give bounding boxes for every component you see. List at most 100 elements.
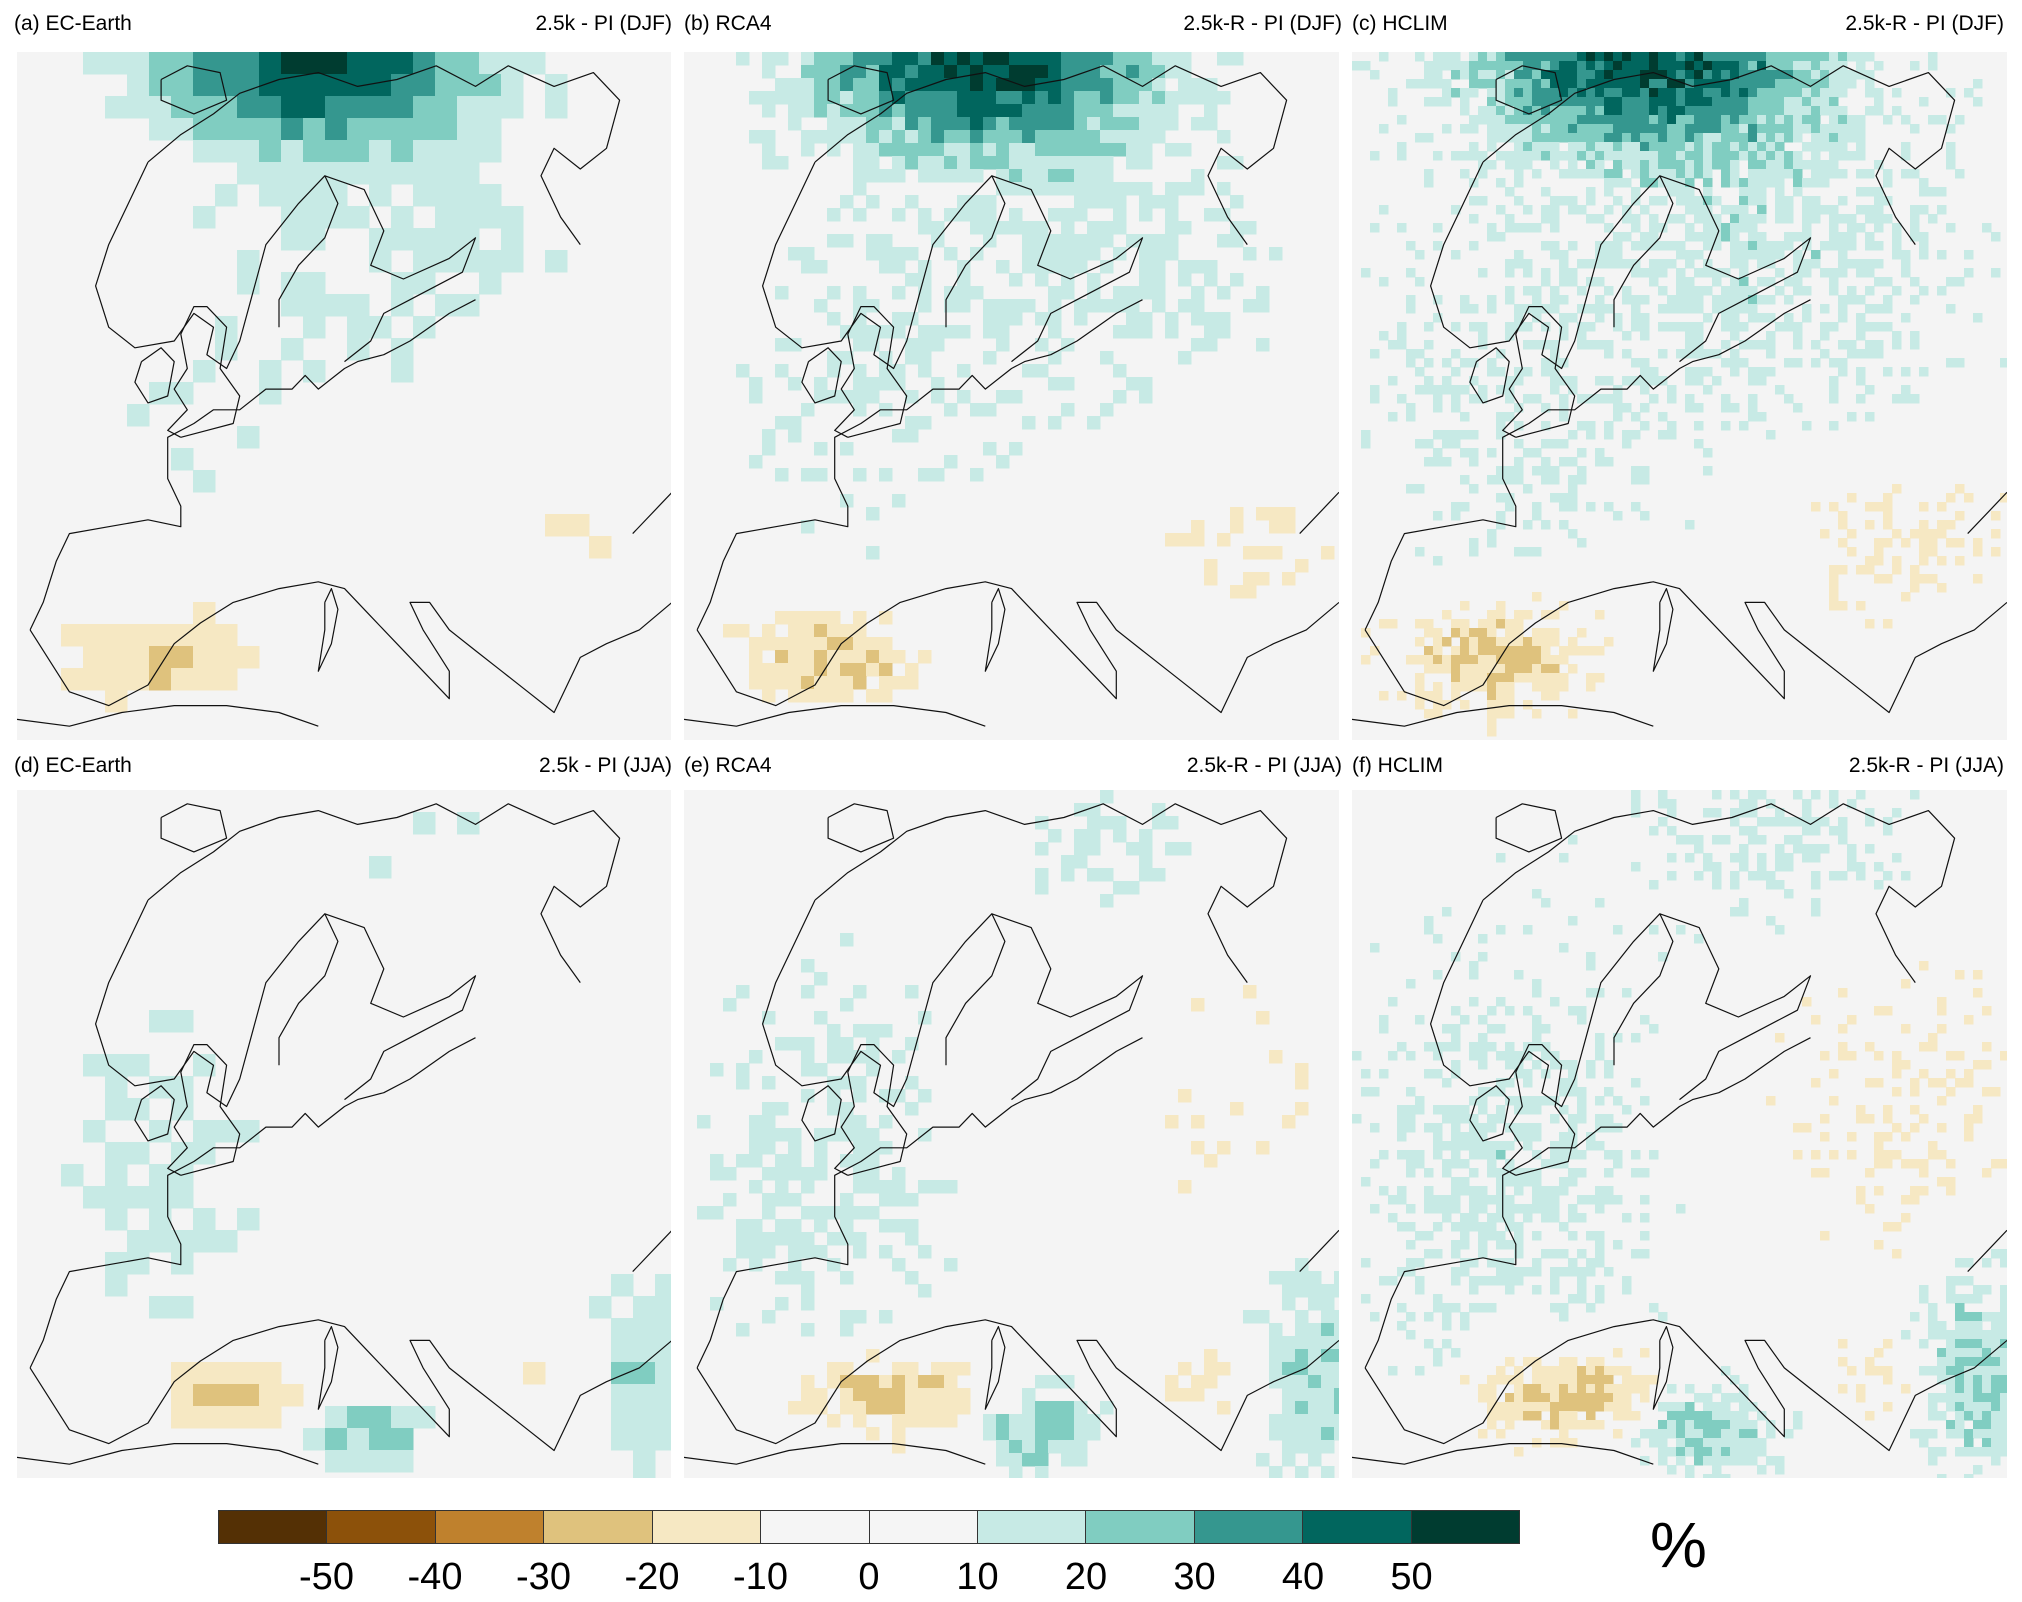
grid-cell (1658, 61, 1668, 71)
grid-cell (1613, 322, 1623, 332)
grid-cell (1388, 340, 1398, 350)
grid-cell (435, 206, 458, 229)
grid-cell (1505, 1060, 1515, 1070)
grid-cell (1191, 169, 1205, 183)
grid-cell (1541, 1420, 1551, 1430)
grid-cell (1829, 88, 1839, 98)
grid-cell (1577, 142, 1587, 152)
grid-cell (1100, 65, 1114, 79)
grid-cell (1910, 61, 1920, 71)
grid-cell (1892, 1087, 1902, 1097)
grid-cell (1991, 1339, 2001, 1349)
grid-cell (391, 118, 414, 141)
grid-cell (1721, 313, 1731, 323)
grid-cell (1757, 187, 1767, 197)
grid-cell (215, 624, 238, 647)
grid-cell (1577, 538, 1587, 548)
grid-cell (1487, 1384, 1497, 1394)
grid-cell (1631, 322, 1641, 332)
grid-cell (1442, 430, 1452, 440)
grid-cell (1622, 439, 1632, 449)
grid-cell (1820, 1114, 1830, 1124)
grid-cell (1087, 143, 1101, 157)
grid-cell (1577, 97, 1587, 107)
grid-cell (788, 416, 802, 430)
grid-cell (1919, 286, 1929, 296)
grid-cell (501, 74, 524, 97)
map-b-svg (684, 52, 1339, 727)
grid-cell (1766, 1429, 1776, 1439)
grid-cell (1631, 61, 1641, 71)
grid-cell (1586, 61, 1596, 71)
grid-cell (1126, 104, 1140, 118)
grid-cell (1541, 304, 1551, 314)
grid-cell (1397, 1132, 1407, 1142)
grid-cell (1586, 1384, 1596, 1394)
grid-cell (1721, 421, 1731, 431)
grid-cell (1460, 1105, 1470, 1115)
grid-cell (1730, 79, 1740, 89)
grid-cell (1577, 1276, 1587, 1286)
grid-cell (1469, 1276, 1479, 1286)
grid-cell (1577, 331, 1587, 341)
grid-cell (1937, 1330, 1947, 1340)
grid-cell (1856, 367, 1866, 377)
grid-cell (788, 104, 802, 118)
grid-cell (1676, 61, 1686, 71)
grid-cell (1793, 1411, 1803, 1421)
grid-cell (413, 52, 436, 75)
grid-cell (1397, 1222, 1407, 1232)
grid-cell (1478, 115, 1488, 125)
panel-a-label: (a) EC-Earth (14, 12, 132, 35)
grid-cell (1532, 169, 1542, 179)
grid-cell (347, 206, 370, 229)
grid-cell (1622, 349, 1632, 359)
grid-cell (840, 1193, 854, 1207)
grid-cell (1883, 322, 1893, 332)
grid-cell (1048, 247, 1062, 261)
grid-cell (1048, 1440, 1062, 1454)
grid-cell (762, 442, 776, 456)
grid-cell (1451, 385, 1461, 395)
grid-cell (814, 260, 828, 274)
grid-cell (1838, 1357, 1848, 1367)
grid-cell (1748, 808, 1758, 818)
coastline-segment (1967, 1229, 2007, 1273)
grid-cell (1424, 709, 1434, 719)
grid-cell (788, 637, 802, 651)
grid-cell (1964, 1114, 1974, 1124)
grid-cell (1442, 700, 1452, 710)
grid-cell (1685, 1474, 1695, 1478)
grid-cell (1496, 1429, 1506, 1439)
grid-cell (1087, 234, 1101, 248)
grid-cell (1793, 61, 1803, 71)
grid-cell (1061, 52, 1075, 66)
grid-cell (1451, 646, 1461, 656)
grid-cell (1523, 151, 1533, 161)
grid-cell (1087, 221, 1101, 235)
grid-cell (1712, 142, 1722, 152)
grid-cell (1649, 1375, 1659, 1385)
grid-cell (1577, 475, 1587, 485)
grid-cell (1586, 124, 1596, 134)
grid-cell (1406, 1222, 1416, 1232)
grid-cell (1568, 1150, 1578, 1160)
grid-cell (1074, 130, 1088, 144)
grid-cell (1613, 97, 1623, 107)
grid-cell (1514, 619, 1524, 629)
grid-cell (1640, 313, 1650, 323)
grid-cell (970, 78, 984, 92)
grid-cell (1433, 664, 1443, 674)
grid-cell (1712, 862, 1722, 872)
grid-cell (1829, 1150, 1839, 1160)
grid-cell (1514, 1240, 1524, 1250)
grid-cell (1739, 1447, 1749, 1457)
grid-cell (1424, 457, 1434, 467)
grid-cell (840, 1219, 854, 1233)
grid-cell (1433, 403, 1443, 413)
grid-cell (1514, 637, 1524, 647)
grid-cell (1532, 115, 1542, 125)
grid-cell (1829, 385, 1839, 395)
grid-cell (931, 390, 945, 404)
grid-cell (391, 162, 414, 185)
